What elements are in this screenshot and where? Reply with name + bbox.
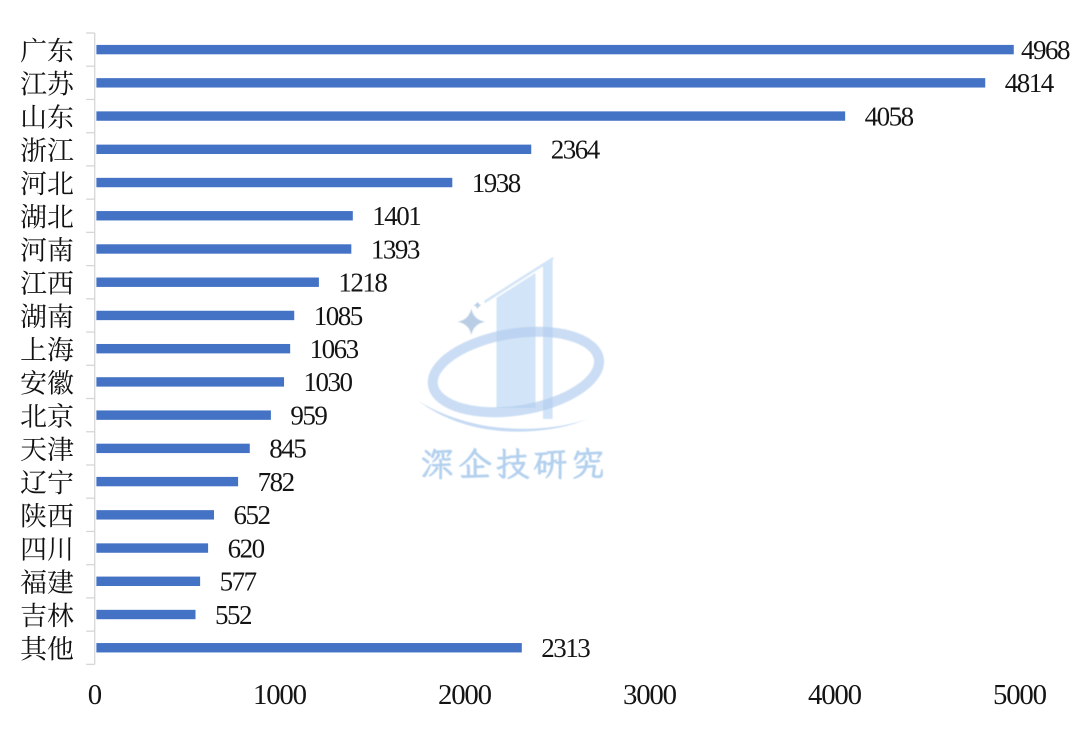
svg-text:652: 652 <box>234 500 271 530</box>
svg-text:1938: 1938 <box>472 168 521 198</box>
svg-text:552: 552 <box>215 600 252 630</box>
svg-text:1063: 1063 <box>310 334 359 364</box>
svg-text:2000: 2000 <box>438 679 492 711</box>
svg-text:1000: 1000 <box>253 679 307 711</box>
svg-text:0: 0 <box>88 679 102 711</box>
svg-text:4814: 4814 <box>1005 68 1055 98</box>
svg-text:4058: 4058 <box>865 101 914 131</box>
svg-text:1030: 1030 <box>304 367 353 397</box>
svg-text:4968: 4968 <box>1021 35 1070 65</box>
svg-text:4000: 4000 <box>808 679 862 711</box>
svg-text:2364: 2364 <box>551 135 601 165</box>
svg-text:1393: 1393 <box>371 234 420 264</box>
svg-text:1218: 1218 <box>338 268 387 298</box>
svg-text:577: 577 <box>220 567 257 597</box>
svg-text:782: 782 <box>258 467 295 497</box>
svg-text:845: 845 <box>269 434 306 464</box>
svg-text:3000: 3000 <box>623 679 677 711</box>
svg-text:5000: 5000 <box>993 679 1047 711</box>
svg-text:1401: 1401 <box>372 201 420 231</box>
svg-text:959: 959 <box>290 400 327 430</box>
svg-text:2313: 2313 <box>541 633 590 663</box>
svg-text:620: 620 <box>228 533 265 563</box>
svg-text:1085: 1085 <box>314 301 363 331</box>
